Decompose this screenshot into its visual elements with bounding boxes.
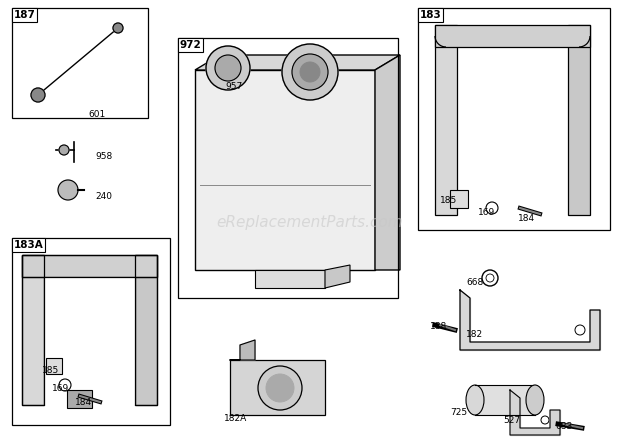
Circle shape [31, 88, 45, 102]
Circle shape [282, 44, 338, 100]
Text: 184: 184 [518, 214, 535, 223]
Bar [22, 255, 157, 277]
Bar [12, 8, 148, 118]
Bar [22, 255, 44, 405]
Ellipse shape [466, 385, 484, 415]
Text: 185: 185 [440, 196, 458, 205]
Polygon shape [255, 270, 325, 288]
Polygon shape [510, 390, 560, 435]
Circle shape [206, 46, 250, 90]
Text: 184: 184 [75, 398, 92, 407]
Circle shape [59, 145, 69, 155]
Bar [230, 360, 325, 415]
Text: 169: 169 [478, 208, 495, 217]
Text: 183: 183 [420, 10, 441, 20]
Text: 188: 188 [430, 322, 447, 331]
Bar [135, 255, 157, 405]
Bar [435, 25, 457, 215]
Bar [450, 190, 468, 208]
Circle shape [58, 180, 78, 200]
Bar [67, 390, 92, 408]
Text: 668: 668 [466, 278, 483, 287]
Circle shape [113, 23, 123, 33]
Polygon shape [460, 290, 600, 350]
Bar [135, 255, 157, 405]
Text: 972: 972 [180, 40, 202, 50]
Text: 185: 185 [42, 366, 60, 375]
Text: 240: 240 [95, 192, 112, 201]
Text: 187: 187 [14, 10, 36, 20]
FancyBboxPatch shape [195, 70, 375, 270]
Circle shape [258, 366, 302, 410]
Bar [178, 38, 398, 298]
Circle shape [292, 54, 328, 90]
Text: 183A: 183A [14, 240, 44, 250]
Text: eReplacementParts.com: eReplacementParts.com [216, 214, 404, 230]
Text: 182: 182 [466, 330, 483, 339]
Bar [46, 358, 62, 374]
Bar [22, 255, 44, 405]
Text: 683: 683 [555, 422, 572, 431]
Text: 958: 958 [95, 152, 112, 161]
Bar [22, 255, 157, 277]
Circle shape [266, 374, 294, 402]
Bar [12, 238, 170, 425]
Polygon shape [195, 55, 400, 70]
Bar [475, 385, 535, 415]
Polygon shape [325, 265, 350, 288]
Text: 169: 169 [52, 384, 69, 393]
Text: 957: 957 [225, 82, 242, 91]
Bar [568, 25, 590, 215]
Ellipse shape [526, 385, 544, 415]
Polygon shape [230, 340, 255, 360]
Text: 725: 725 [450, 408, 467, 417]
Text: 527: 527 [503, 416, 520, 425]
Circle shape [575, 325, 585, 335]
Bar [435, 25, 590, 47]
Circle shape [300, 62, 320, 82]
Bar [418, 8, 610, 230]
Text: 182A: 182A [224, 414, 247, 423]
Bar [44, 277, 135, 405]
Circle shape [541, 416, 549, 424]
Text: 601: 601 [88, 110, 105, 119]
Circle shape [215, 55, 241, 81]
Polygon shape [375, 55, 400, 270]
